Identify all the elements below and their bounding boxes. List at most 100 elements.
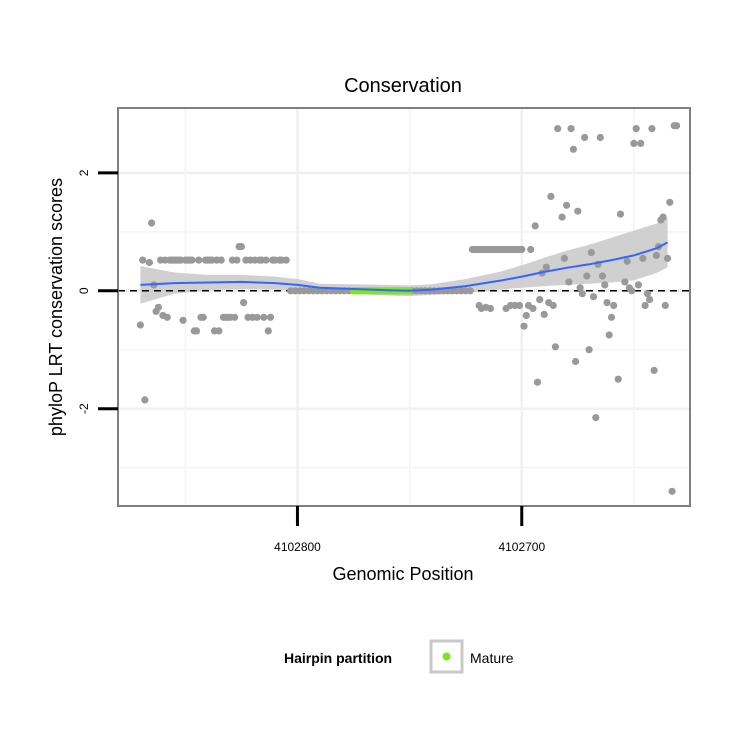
data-point (217, 256, 225, 264)
data-point (641, 301, 649, 310)
data-point (648, 125, 656, 133)
data-point (558, 213, 566, 221)
data-point (237, 243, 245, 251)
y-tick-label: 0 (77, 287, 91, 294)
data-point (587, 248, 595, 257)
data-point (253, 313, 261, 321)
data-point (231, 313, 239, 321)
data-point (616, 210, 625, 218)
data-point (666, 198, 674, 206)
data-point (262, 256, 270, 264)
data-point (486, 304, 494, 313)
data-point (605, 331, 613, 339)
data-point (672, 122, 681, 130)
y-tick-label: -2 (77, 403, 91, 414)
data-point (560, 254, 569, 262)
x-tick-label: 4102700 (498, 540, 545, 554)
data-point (199, 313, 207, 321)
panel-frame (117, 107, 691, 507)
data-point (192, 327, 201, 335)
data-point (621, 278, 629, 286)
data-point (567, 125, 575, 133)
data-point (585, 346, 593, 354)
plot-area (117, 107, 691, 507)
data-point (592, 414, 600, 422)
data-point (141, 396, 149, 404)
data-point (136, 321, 144, 329)
data-point (637, 139, 645, 147)
x-tick-label: 4102800 (274, 540, 321, 554)
data-point (520, 322, 528, 330)
data-point (650, 366, 658, 374)
data-point (623, 257, 631, 265)
data-point (661, 301, 669, 310)
data-point (614, 375, 622, 383)
legend-key-mature-swatch (442, 652, 451, 661)
data-point (518, 245, 526, 254)
legend: Hairpin partition Mature (284, 639, 514, 674)
data-point (266, 313, 275, 321)
data-point (565, 278, 573, 286)
data-point (634, 281, 643, 289)
data-point (515, 301, 524, 310)
chart-title: Conservation (344, 75, 462, 97)
data-point (264, 327, 272, 335)
data-point (531, 222, 539, 230)
loess-smooth-line (140, 241, 669, 292)
x-axis-label: Genomic Position (332, 564, 473, 584)
data-point (522, 311, 530, 320)
panel-background (118, 108, 690, 506)
data-point (668, 487, 676, 495)
data-point (547, 192, 555, 200)
legend-entry-mature: Mature (470, 650, 514, 666)
data-point (610, 301, 618, 310)
data-point (664, 254, 672, 262)
data-point (652, 251, 661, 259)
data-point (195, 256, 203, 264)
data-point (632, 125, 640, 133)
y-tick-label: 2 (77, 169, 91, 176)
data-point (549, 301, 557, 310)
data-point (233, 256, 241, 264)
data-point (139, 256, 147, 264)
data-point (598, 272, 607, 280)
data-point (646, 296, 654, 304)
data-point (572, 357, 580, 366)
data-point (148, 219, 156, 227)
data-point (188, 256, 196, 264)
data-point (179, 316, 187, 324)
data-point (628, 287, 636, 295)
data-point (581, 133, 589, 142)
data-point (574, 207, 582, 215)
data-point (569, 145, 578, 153)
data-point (639, 254, 647, 262)
data-point (589, 293, 598, 301)
data-point (154, 303, 162, 311)
data-point (145, 258, 153, 267)
data-point (529, 304, 537, 313)
data-point (596, 133, 604, 142)
data-point (527, 245, 535, 254)
data-point (533, 378, 542, 386)
data-point (540, 310, 548, 318)
data-point (536, 296, 544, 304)
y-axis: -2 0 2 (77, 169, 118, 414)
data-point (630, 139, 638, 147)
data-point (576, 284, 584, 292)
data-point (542, 263, 551, 271)
data-point (551, 343, 560, 351)
data-point (607, 313, 616, 321)
data-point (240, 299, 248, 307)
data-point (282, 256, 290, 264)
data-point (215, 327, 223, 335)
data-point (603, 299, 611, 307)
x-axis: 4102800 4102700 (274, 506, 545, 554)
data-point (163, 313, 171, 321)
data-point (578, 290, 586, 298)
data-point (554, 125, 562, 133)
y-axis-label: phyloP LRT conservation scores (46, 178, 66, 436)
data-point (601, 281, 609, 289)
data-point (260, 313, 268, 321)
legend-title: Hairpin partition (284, 650, 392, 666)
